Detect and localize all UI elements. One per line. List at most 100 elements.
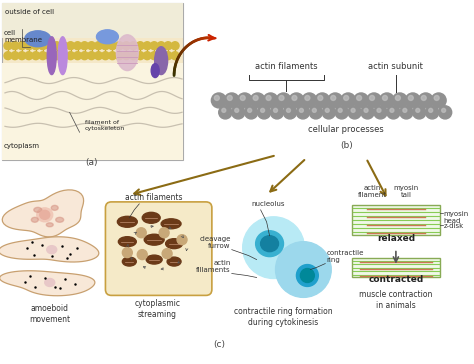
- FancyBboxPatch shape: [2, 3, 183, 160]
- Ellipse shape: [144, 234, 164, 245]
- Text: outside of cell: outside of cell: [5, 9, 54, 15]
- Text: (c): (c): [213, 340, 225, 349]
- Circle shape: [426, 106, 439, 119]
- Circle shape: [235, 108, 239, 112]
- Text: myosin
head: myosin head: [444, 211, 469, 224]
- Circle shape: [137, 42, 144, 50]
- Circle shape: [253, 95, 258, 100]
- Circle shape: [88, 42, 95, 50]
- Text: cytoplasm: cytoplasm: [4, 143, 40, 149]
- Ellipse shape: [56, 217, 64, 222]
- Text: (a): (a): [85, 158, 98, 167]
- Circle shape: [338, 108, 342, 112]
- Ellipse shape: [47, 246, 57, 254]
- Circle shape: [129, 52, 137, 60]
- Polygon shape: [0, 271, 95, 296]
- Ellipse shape: [51, 205, 58, 210]
- Circle shape: [214, 95, 219, 100]
- Circle shape: [39, 52, 47, 60]
- Circle shape: [392, 93, 407, 108]
- Text: filament of
cytoskeleton: filament of cytoskeleton: [84, 120, 125, 131]
- Ellipse shape: [151, 64, 159, 78]
- Circle shape: [428, 108, 433, 112]
- Circle shape: [18, 52, 26, 60]
- Circle shape: [18, 42, 26, 50]
- Ellipse shape: [155, 47, 168, 75]
- Circle shape: [150, 42, 158, 50]
- Circle shape: [171, 42, 179, 50]
- Circle shape: [240, 95, 245, 100]
- Ellipse shape: [118, 216, 137, 227]
- Circle shape: [157, 52, 165, 60]
- Circle shape: [60, 42, 68, 50]
- Circle shape: [302, 93, 317, 108]
- Ellipse shape: [117, 35, 138, 71]
- Circle shape: [395, 95, 401, 100]
- Circle shape: [380, 93, 394, 108]
- Text: cleavage
furrow: cleavage furrow: [200, 236, 231, 249]
- Text: cytoplasmic
streaming: cytoplasmic streaming: [134, 299, 180, 319]
- Circle shape: [366, 93, 382, 108]
- Text: z-disk: z-disk: [444, 223, 464, 229]
- Circle shape: [67, 42, 74, 50]
- Circle shape: [94, 52, 102, 60]
- Ellipse shape: [122, 257, 137, 266]
- Circle shape: [273, 108, 277, 112]
- Text: nucleolus: nucleolus: [252, 201, 285, 207]
- Text: actin subunit: actin subunit: [368, 62, 423, 71]
- Circle shape: [137, 228, 146, 238]
- Circle shape: [122, 248, 132, 258]
- Circle shape: [377, 108, 381, 112]
- Text: contracted: contracted: [368, 276, 424, 285]
- Ellipse shape: [118, 237, 137, 247]
- Circle shape: [109, 52, 117, 60]
- Text: cell
membrane: cell membrane: [4, 30, 42, 43]
- Circle shape: [383, 95, 387, 100]
- Circle shape: [328, 93, 343, 108]
- Circle shape: [122, 42, 130, 50]
- Circle shape: [115, 52, 123, 60]
- Circle shape: [289, 93, 304, 108]
- Ellipse shape: [34, 207, 42, 212]
- Ellipse shape: [46, 223, 53, 227]
- Circle shape: [73, 42, 82, 50]
- Circle shape: [300, 108, 303, 112]
- Circle shape: [248, 108, 252, 112]
- Circle shape: [94, 42, 102, 50]
- Ellipse shape: [161, 219, 181, 229]
- Circle shape: [370, 95, 374, 100]
- Text: (b): (b): [340, 141, 353, 150]
- Circle shape: [143, 52, 151, 60]
- Circle shape: [390, 108, 394, 112]
- Circle shape: [150, 52, 158, 60]
- Circle shape: [292, 95, 297, 100]
- Circle shape: [109, 42, 117, 50]
- Circle shape: [67, 52, 74, 60]
- FancyBboxPatch shape: [105, 202, 212, 296]
- Circle shape: [341, 93, 356, 108]
- Ellipse shape: [301, 269, 314, 282]
- Circle shape: [431, 93, 446, 108]
- Circle shape: [129, 42, 137, 50]
- Ellipse shape: [142, 212, 160, 223]
- Circle shape: [232, 106, 245, 119]
- Circle shape: [25, 52, 33, 60]
- Circle shape: [164, 52, 172, 60]
- Text: actin filaments: actin filaments: [255, 62, 318, 71]
- Ellipse shape: [275, 242, 331, 297]
- Text: cellular processes: cellular processes: [308, 125, 384, 134]
- Circle shape: [354, 93, 369, 108]
- Circle shape: [421, 95, 426, 100]
- Circle shape: [32, 42, 40, 50]
- Circle shape: [81, 52, 89, 60]
- Text: actin
fillaments: actin fillaments: [196, 260, 231, 273]
- Ellipse shape: [167, 257, 181, 266]
- Circle shape: [4, 52, 12, 60]
- Circle shape: [245, 106, 258, 119]
- Ellipse shape: [97, 30, 118, 44]
- Circle shape: [413, 106, 426, 119]
- Ellipse shape: [58, 37, 67, 75]
- Circle shape: [46, 52, 54, 60]
- Text: actin filaments: actin filaments: [126, 193, 183, 202]
- Circle shape: [438, 106, 452, 119]
